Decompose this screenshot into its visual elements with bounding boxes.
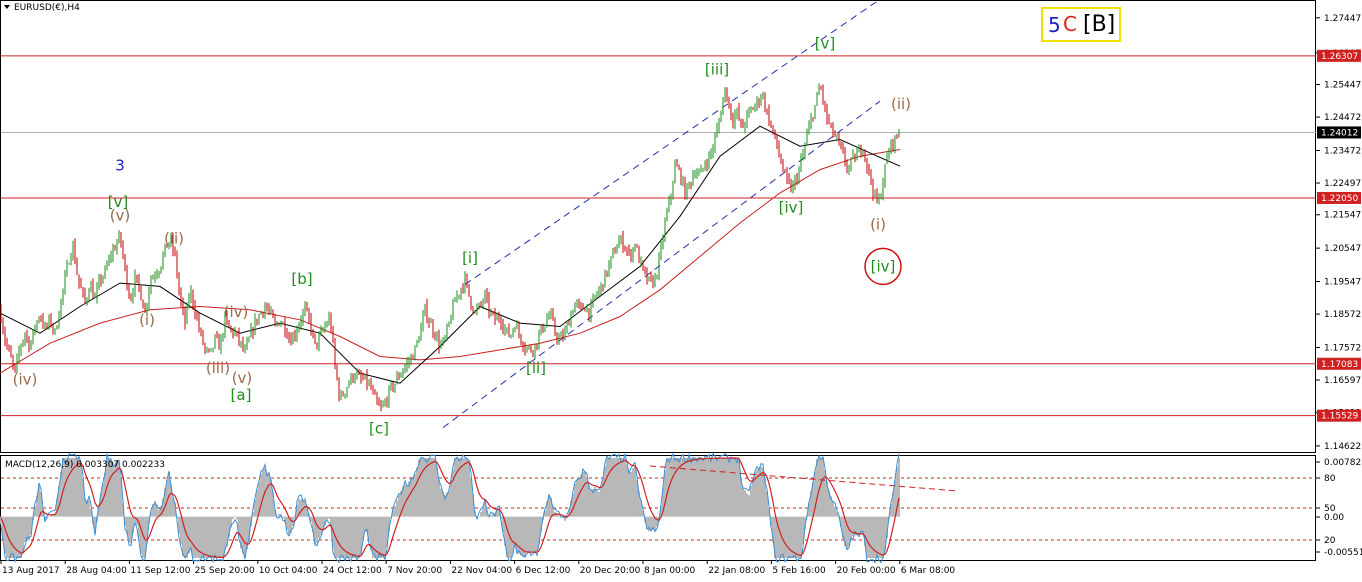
wave-label: (v)	[232, 369, 253, 387]
wave-label: (v)	[110, 207, 131, 225]
wave-label: (iii)	[206, 359, 230, 377]
time-tick-label: 22 Nov 04:00	[451, 566, 512, 576]
moving-average-red	[0, 149, 901, 374]
wave-label: [a]	[231, 386, 252, 404]
macd-tick-label: 0.00	[1324, 513, 1344, 523]
macd-pane: 13 Aug 2017 28 Aug 04:00 11 Sep 12:00 25 Se…	[0, 452, 1362, 576]
wave-label: (ii)	[164, 230, 184, 248]
level-price-tag	[1317, 49, 1361, 62]
macd-line	[0, 452, 900, 564]
price-tick-label: 1.16597	[1324, 376, 1361, 386]
level-price-tag	[1317, 357, 1361, 370]
price-tick-label: 1.17572	[1324, 343, 1361, 353]
price-tick-label: 1.18572	[1324, 310, 1361, 320]
candles	[0, 83, 900, 412]
chart-frame	[0, 0, 1316, 561]
macd-tick-label: 20	[1324, 536, 1336, 546]
level-price-label: 1.26307	[1321, 52, 1358, 62]
wave-label: (iv)	[13, 371, 38, 389]
wave-label: [iii]	[705, 60, 729, 78]
price-tick-label: 1.25447	[1324, 81, 1361, 91]
wave-label: (i)	[139, 311, 155, 329]
macd-divergence-line	[649, 465, 959, 492]
level-price-label: 1.17083	[1321, 360, 1358, 370]
macd-title: MACD(12,26,9) 0.003307 0.002233	[5, 460, 165, 470]
wave-label: [iv]	[871, 257, 896, 275]
price-pane: 1.274471.263971.254471.244721.234721.224…	[0, 0, 1361, 452]
price-tick-label: 1.19547	[1324, 278, 1361, 288]
price-tick-label: 1.24472	[1324, 113, 1361, 123]
price-tick-label: 1.23472	[1324, 146, 1361, 156]
wave-label: (ii)	[891, 95, 911, 113]
time-tick-label: 20 Feb 00:00	[837, 566, 896, 576]
price-tick-label: 1.22497	[1324, 179, 1361, 189]
macd-tick-label: -0.005518	[1324, 548, 1362, 558]
box-count: 5	[1048, 13, 1061, 37]
wave-label: (i)	[870, 216, 886, 234]
time-tick-label: 5 Feb 16:00	[772, 566, 826, 576]
price-tick-label: 1.20547	[1324, 244, 1361, 254]
wave-label: [iv]	[779, 199, 804, 217]
level-price-label: 1.22050	[1321, 194, 1358, 204]
symbol-header: EURUSD(€),H4	[4, 3, 80, 13]
box-bracket: [B]	[1083, 12, 1115, 37]
wave-label: 3	[115, 157, 125, 175]
moving-average-black	[0, 125, 901, 384]
wave-label: [b]	[291, 270, 312, 288]
time-tick-label: 20 Dec 20:00	[580, 566, 641, 576]
time-tick-label: 25 Sep 20:00	[195, 566, 255, 576]
trend-channel-line	[442, 100, 881, 429]
highlight-circle	[864, 247, 902, 286]
current-price-tag	[1317, 126, 1361, 139]
price-tick-label: 1.27447	[1324, 14, 1361, 24]
time-tick-label: 8 Jan 00:00	[644, 566, 696, 576]
wave-degree-box: 5 C [B]	[1041, 7, 1121, 42]
macd-tick-label: 80	[1324, 474, 1336, 484]
wave-label: (iv)	[224, 303, 249, 321]
time-tick-label: 13 Aug 2017	[2, 566, 60, 576]
macd-tick-label: 50	[1324, 504, 1336, 514]
time-tick-label: 6 Dec 12:00	[516, 566, 571, 576]
wave-label: [i]	[462, 249, 478, 267]
time-tick-label: 28 Aug 04:00	[66, 566, 127, 576]
wave-label: [ii]	[526, 359, 546, 377]
macd-signal-line	[0, 457, 900, 559]
level-price-tag	[1317, 191, 1361, 204]
time-tick-label: 10 Oct 04:00	[259, 566, 318, 576]
box-letter: C	[1063, 12, 1077, 36]
price-tick-label: 1.21547	[1324, 211, 1361, 221]
time-tick-label: 11 Sep 12:00	[130, 566, 190, 576]
wave-label: [c]	[369, 419, 389, 437]
time-tick-label: 6 Mar 08:00	[901, 566, 956, 576]
level-price-tag	[1317, 409, 1361, 422]
time-tick-label: 7 Nov 20:00	[387, 566, 442, 576]
level-price-label: 1.15529	[1321, 412, 1358, 422]
symbol-label: EURUSD(€),H4	[14, 3, 80, 13]
time-tick-label: 24 Oct 12:00	[323, 566, 382, 576]
price-tick-label: 1.14622	[1324, 442, 1361, 452]
time-tick-label: 22 Jan 08:00	[708, 566, 765, 576]
wave-label: [v]	[815, 35, 836, 53]
symbol-dropdown-icon[interactable]	[4, 5, 10, 9]
current-price-label: 1.24012	[1321, 128, 1358, 138]
wave-label: [v]	[108, 193, 129, 211]
